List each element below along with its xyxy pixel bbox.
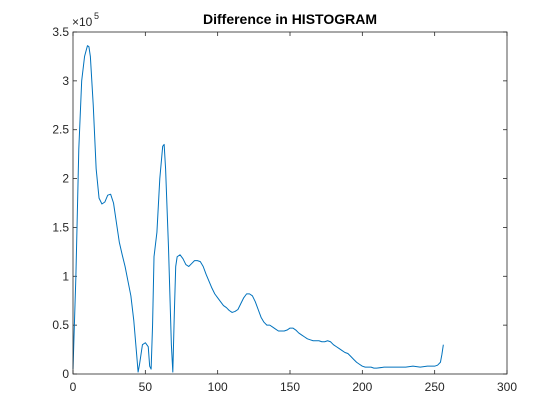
axes-box [72, 31, 508, 375]
y-tick-label: 1.5 [52, 220, 69, 234]
x-tick-label: 0 [70, 380, 77, 394]
plot-area [73, 32, 507, 374]
x-tick-label: 50 [139, 380, 153, 394]
y-tick-label: 1 [62, 269, 69, 283]
y-exponent-base: ×10 [72, 15, 93, 29]
y-exponent-power: 5 [94, 11, 99, 21]
x-tick-label: 300 [497, 380, 517, 394]
x-tick-label: 200 [352, 380, 372, 394]
x-tick-label: 150 [280, 380, 300, 394]
y-tick-label: 2 [62, 172, 69, 186]
y-tick-label: 3.5 [52, 25, 69, 39]
axis-tick-labels: 0 50 100 150 200 250 300 0 0.5 1 1.5 2 2.5 3 3.5 [52, 25, 517, 394]
y-tick-label: 0 [62, 367, 69, 381]
x-tick-label: 100 [208, 380, 228, 394]
y-tick-label: 2.5 [52, 123, 69, 137]
y-exponent-label: ×10 5 [72, 11, 99, 29]
y-tick-label: 0.5 [52, 318, 69, 332]
series-line-0 [72, 45, 444, 373]
x-tick-label: 250 [425, 380, 445, 394]
series-layer [72, 45, 444, 373]
chart-title: Difference in HISTOGRAM [203, 11, 377, 27]
y-tick-label: 3 [62, 74, 69, 88]
